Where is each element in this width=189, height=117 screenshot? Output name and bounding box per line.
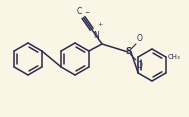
Text: N: N — [93, 31, 99, 40]
Text: S: S — [125, 48, 131, 57]
Text: −: − — [84, 9, 90, 14]
Text: O: O — [137, 61, 143, 70]
Text: +: + — [97, 22, 102, 27]
Text: CH₃: CH₃ — [167, 54, 180, 60]
Text: O: O — [137, 34, 143, 43]
Text: C: C — [76, 7, 81, 16]
